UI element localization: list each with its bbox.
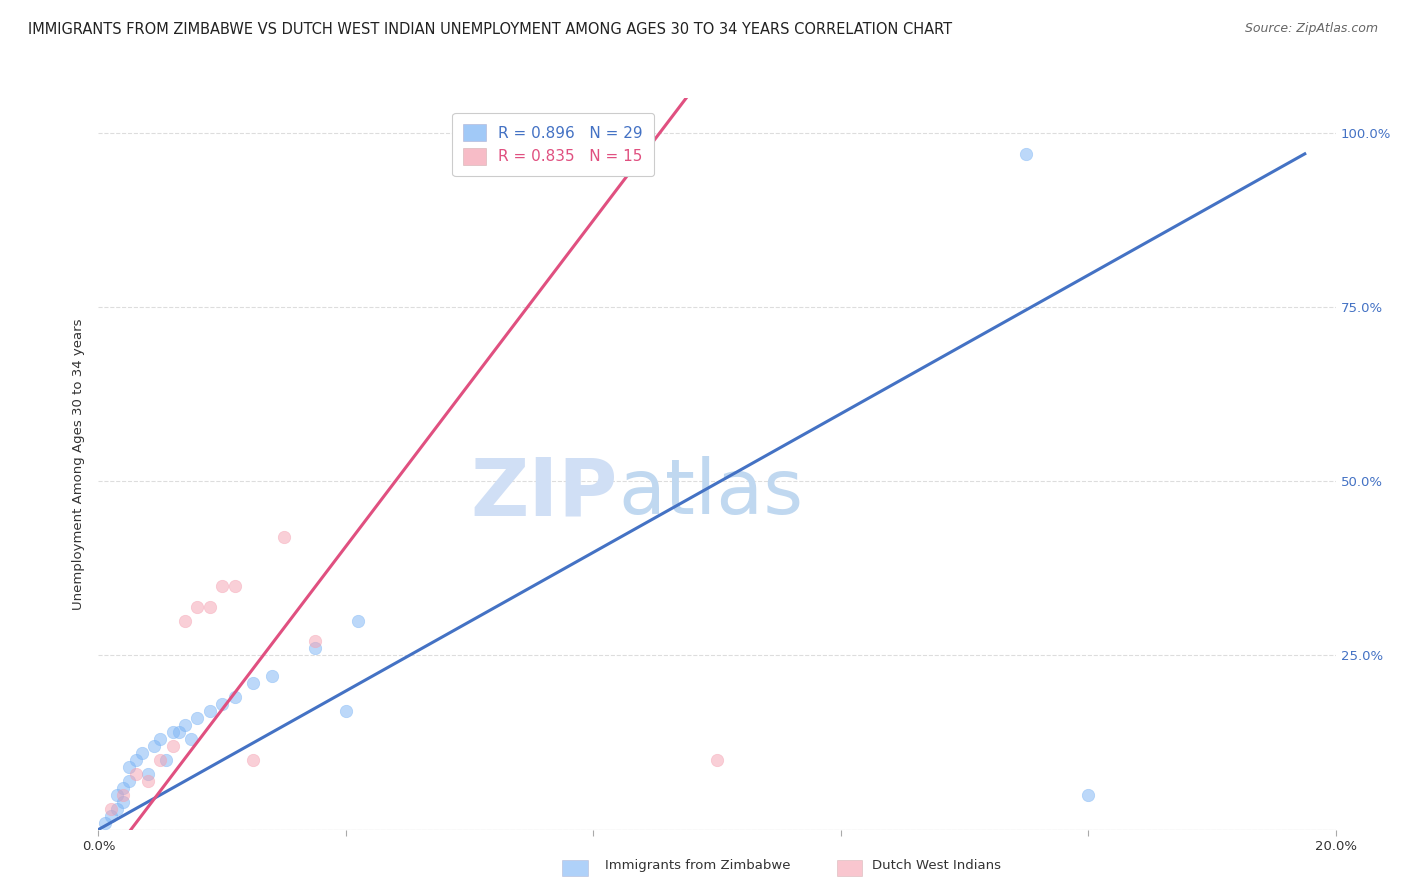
- Point: [224, 690, 246, 705]
- Point: [706, 753, 728, 767]
- Y-axis label: Unemployment Among Ages 30 to 34 years: Unemployment Among Ages 30 to 34 years: [72, 318, 86, 609]
- Point: [186, 711, 208, 725]
- Point: [1077, 788, 1099, 802]
- Point: [242, 676, 264, 690]
- Point: [304, 641, 326, 656]
- Point: [242, 753, 264, 767]
- Point: [149, 753, 172, 767]
- Point: [136, 767, 159, 781]
- Point: [186, 599, 208, 614]
- Point: [1015, 146, 1038, 161]
- Point: [143, 739, 166, 753]
- Point: [162, 739, 184, 753]
- Point: [105, 788, 128, 802]
- Point: [174, 718, 197, 732]
- Text: atlas: atlas: [619, 456, 803, 530]
- Point: [198, 599, 221, 614]
- Point: [155, 753, 177, 767]
- Point: [174, 614, 197, 628]
- Point: [124, 753, 146, 767]
- Point: [211, 579, 233, 593]
- Point: [93, 815, 115, 830]
- Point: [260, 669, 283, 683]
- Point: [100, 802, 122, 816]
- Point: [304, 634, 326, 648]
- Point: [335, 704, 357, 718]
- Point: [112, 788, 135, 802]
- Point: [198, 704, 221, 718]
- Text: IMMIGRANTS FROM ZIMBABWE VS DUTCH WEST INDIAN UNEMPLOYMENT AMONG AGES 30 TO 34 Y: IMMIGRANTS FROM ZIMBABWE VS DUTCH WEST I…: [28, 22, 952, 37]
- Point: [162, 725, 184, 739]
- Point: [131, 746, 153, 760]
- Point: [224, 579, 246, 593]
- Text: ZIP: ZIP: [471, 454, 619, 533]
- Point: [118, 760, 141, 774]
- Point: [112, 795, 135, 809]
- Point: [211, 697, 233, 711]
- Point: [105, 802, 128, 816]
- Point: [273, 530, 295, 544]
- Point: [347, 614, 370, 628]
- Legend: R = 0.896   N = 29, R = 0.835   N = 15: R = 0.896 N = 29, R = 0.835 N = 15: [453, 113, 654, 176]
- Text: Dutch West Indians: Dutch West Indians: [872, 859, 1001, 872]
- Point: [136, 773, 159, 788]
- Text: Immigrants from Zimbabwe: Immigrants from Zimbabwe: [605, 859, 790, 872]
- Point: [149, 731, 172, 746]
- Point: [112, 780, 135, 795]
- Point: [100, 808, 122, 822]
- Point: [124, 767, 146, 781]
- Point: [180, 731, 202, 746]
- Point: [167, 725, 190, 739]
- Text: Source: ZipAtlas.com: Source: ZipAtlas.com: [1244, 22, 1378, 36]
- Point: [118, 773, 141, 788]
